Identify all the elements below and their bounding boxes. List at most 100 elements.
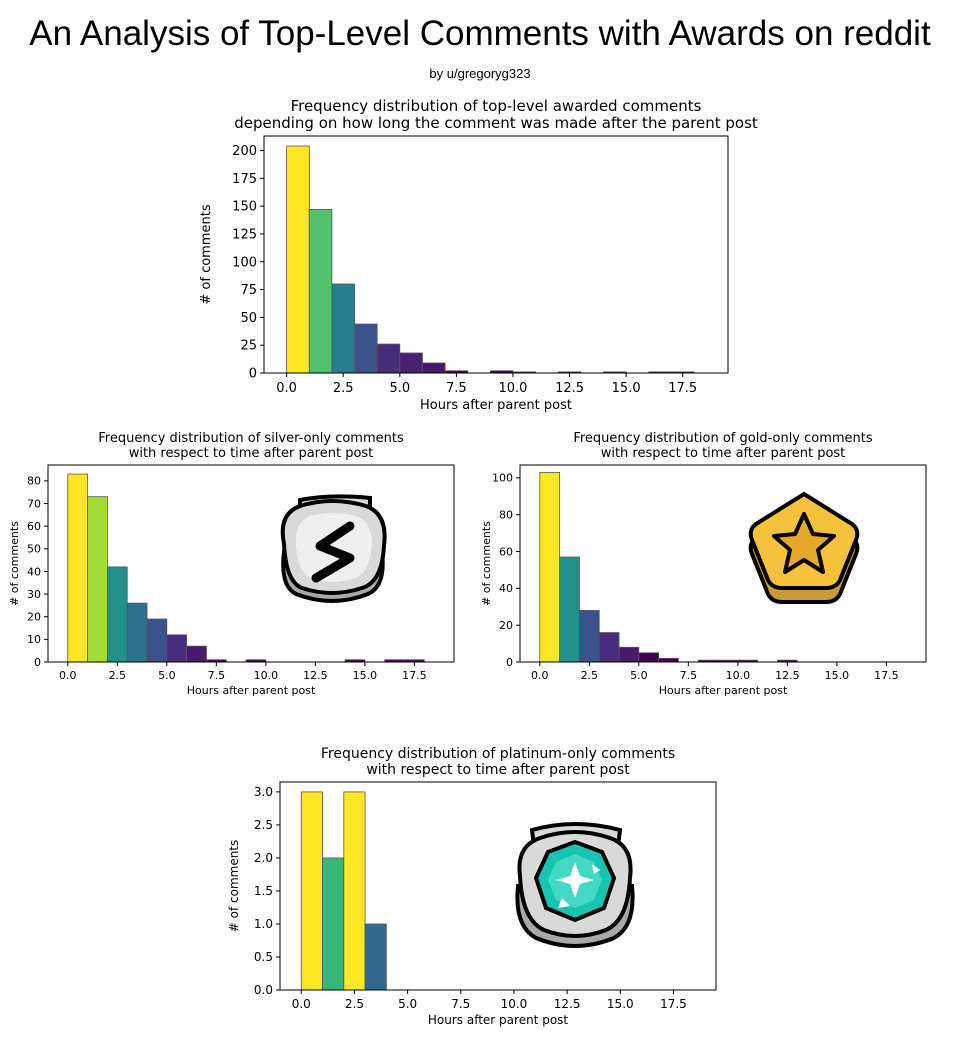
y-tick-label: 0.5 — [254, 950, 273, 964]
y-tick-label: 50 — [27, 543, 41, 556]
y-tick-label: 30 — [27, 588, 41, 601]
y-tick-label: 150 — [232, 200, 257, 215]
y-tick-label: 60 — [27, 520, 41, 533]
chart-gold: Frequency distribution of gold-only comm… — [480, 431, 927, 697]
x-tick-label: 7.5 — [208, 669, 226, 682]
y-tick-label: 0.0 — [254, 983, 273, 997]
y-tick-label: 0 — [34, 656, 41, 669]
x-tick-label: 15.0 — [607, 997, 634, 1011]
y-tick-label: 40 — [27, 565, 41, 578]
histogram-bar — [146, 618, 168, 663]
histogram-bar — [354, 323, 378, 374]
x-tick-label: 12.5 — [555, 381, 584, 396]
chart-silver: Frequency distribution of silver-only co… — [8, 431, 455, 697]
silver-award-icon — [280, 494, 387, 603]
plot-frame — [263, 135, 729, 374]
chart-title-line: Frequency distribution of silver-only co… — [98, 431, 404, 446]
chart-title-line: with respect to time after parent post — [601, 446, 846, 461]
y-tick-label: 175 — [232, 172, 257, 187]
y-tick-label: 80 — [499, 509, 513, 522]
histogram-bar — [166, 634, 188, 663]
x-tick-label: 17.5 — [668, 381, 697, 396]
histogram-bar — [322, 857, 345, 991]
y-tick-label: 125 — [232, 227, 257, 242]
histogram-bar — [126, 602, 148, 663]
x-tick-label: 7.5 — [451, 997, 470, 1011]
x-tick-label: 12.5 — [775, 669, 800, 682]
page-title: An Analysis of Top-Level Comments with A… — [29, 14, 931, 53]
x-tick-label: 2.5 — [345, 997, 364, 1011]
x-tick-label: 7.5 — [680, 669, 698, 682]
chart-title-line: with respect to time after parent post — [129, 446, 374, 461]
x-axis-label: Hours after parent post — [428, 1013, 569, 1027]
histogram-bar — [376, 343, 401, 374]
y-tick-label: 10 — [27, 633, 41, 646]
y-tick-label: 60 — [499, 545, 513, 558]
y-tick-label: 100 — [232, 255, 257, 270]
y-tick-label: 50 — [240, 311, 257, 326]
y-tick-label: 0 — [506, 656, 513, 669]
plot-frame — [519, 464, 927, 663]
y-tick-label: 3.0 — [254, 785, 273, 799]
chart-title-line: Frequency distribution of top-level awar… — [291, 97, 702, 115]
y-tick-label: 1.5 — [254, 884, 273, 898]
x-tick-label: 10.0 — [254, 669, 279, 682]
histogram-bar — [308, 209, 333, 374]
histogram-bar — [67, 473, 89, 663]
y-tick-label: 40 — [499, 582, 513, 595]
histogram-bar — [286, 145, 310, 374]
x-tick-label: 10.0 — [498, 381, 527, 396]
histogram-bar — [399, 352, 423, 374]
y-axis-label: # of comments — [227, 840, 241, 933]
x-tick-label: 5.0 — [630, 669, 648, 682]
x-axis-label: Hours after parent post — [187, 684, 316, 697]
x-tick-label: 12.5 — [303, 669, 328, 682]
chart-title-line: Frequency distribution of gold-only comm… — [573, 431, 873, 446]
chart-title-line: with respect to time after parent post — [366, 762, 630, 778]
chart-title-line: Frequency distribution of platinum-only … — [321, 746, 675, 762]
x-tick-label: 17.5 — [660, 997, 687, 1011]
chart-title-line: depending on how long the comment was ma… — [234, 114, 758, 132]
chart-platinum: Frequency distribution of platinum-only … — [227, 746, 717, 1027]
histogram-bar — [638, 652, 660, 663]
y-tick-label: 20 — [27, 611, 41, 624]
y-tick-label: 0 — [249, 367, 257, 382]
histogram-bar — [186, 645, 207, 663]
y-tick-label: 100 — [492, 472, 513, 485]
x-tick-label: 7.5 — [446, 381, 467, 396]
histogram-bar — [422, 362, 446, 374]
x-tick-label: 5.0 — [389, 381, 410, 396]
byline: by u/gregoryg323 — [429, 66, 531, 81]
histogram-bar — [539, 471, 561, 663]
histogram-bar — [87, 496, 108, 663]
x-tick-label: 0.0 — [276, 381, 297, 396]
y-tick-label: 80 — [27, 475, 41, 488]
chart-all-awarded: Frequency distribution of top-level awar… — [199, 97, 758, 413]
y-tick-label: 75 — [240, 283, 257, 298]
histogram-bar — [343, 791, 366, 991]
histogram-bar — [300, 791, 323, 991]
y-tick-label: 2.5 — [254, 818, 273, 832]
y-tick-label: 20 — [499, 619, 513, 632]
x-tick-label: 12.5 — [554, 997, 581, 1011]
plot-frame — [47, 464, 455, 663]
histogram-bar — [331, 283, 355, 374]
x-tick-label: 17.5 — [402, 669, 427, 682]
x-tick-label: 5.0 — [398, 997, 417, 1011]
histogram-bar — [579, 610, 600, 663]
y-tick-label: 2.0 — [254, 851, 273, 865]
x-tick-label: 0.0 — [59, 669, 77, 682]
platinum-award-icon — [515, 822, 635, 948]
x-tick-label: 2.5 — [333, 381, 354, 396]
x-tick-label: 10.0 — [501, 997, 528, 1011]
histogram-bar — [107, 566, 128, 663]
y-tick-label: 1.0 — [254, 917, 273, 931]
y-axis-label: # of comments — [199, 204, 214, 304]
x-tick-label: 15.0 — [825, 669, 850, 682]
y-tick-label: 200 — [232, 144, 257, 159]
gold-award-icon — [748, 491, 860, 604]
x-tick-label: 2.5 — [581, 669, 599, 682]
x-tick-label: 15.0 — [353, 669, 378, 682]
x-axis-label: Hours after parent post — [420, 398, 572, 413]
histogram-bar — [598, 632, 620, 663]
